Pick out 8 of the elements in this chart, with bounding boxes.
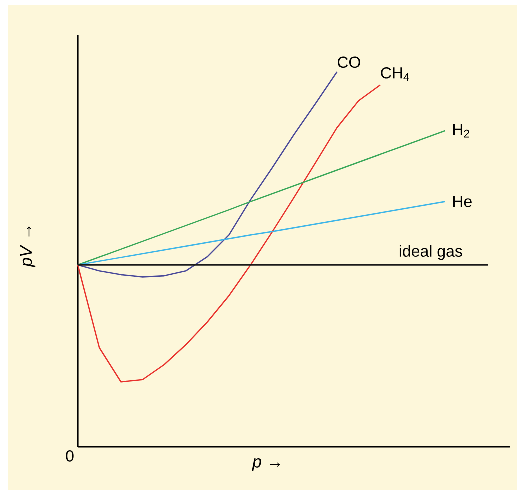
series-label: H$_{2}$ bbox=[453, 124, 470, 138]
series-label: ideal gas bbox=[400, 245, 462, 260]
series-label: He bbox=[453, 196, 472, 208]
text: 0 bbox=[66, 450, 74, 462]
y-axis-title: pV → bbox=[20, 226, 36, 268]
series-label: CO bbox=[338, 56, 360, 68]
x-axis-title: p → bbox=[252, 458, 280, 472]
series-label: CH$_{4}$ bbox=[381, 67, 410, 82]
